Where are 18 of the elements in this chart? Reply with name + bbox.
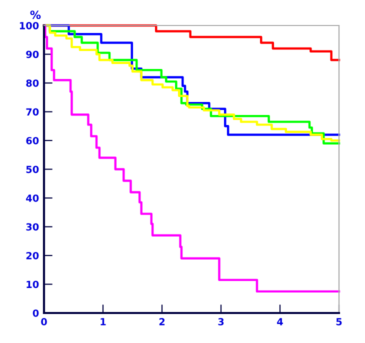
y-tick-label: 60: [26, 136, 39, 144]
y-tick-label: 80: [26, 79, 39, 87]
y-tick-label: 70: [26, 108, 39, 116]
y-tick-label: 50: [26, 166, 39, 174]
y-tick-label: 100: [20, 22, 39, 30]
x-tick-label: 3: [218, 318, 224, 326]
y-tick-label: 0: [32, 309, 39, 317]
x-tick-label: 2: [159, 318, 165, 326]
y-tick-label: 90: [26, 50, 39, 58]
x-tick-label: 5: [336, 318, 342, 326]
y-tick-label: 20: [26, 252, 39, 260]
y-tick-label: 40: [26, 194, 39, 202]
x-tick-label: 1: [100, 318, 106, 326]
y-tick-label: 10: [26, 280, 39, 288]
x-tick-label: 4: [277, 318, 283, 326]
y-tick-label: 30: [26, 223, 39, 231]
y-axis-title: %: [30, 10, 41, 20]
x-tick-label: 0: [41, 318, 47, 326]
